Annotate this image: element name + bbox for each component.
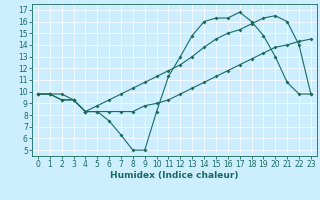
X-axis label: Humidex (Indice chaleur): Humidex (Indice chaleur): [110, 171, 239, 180]
